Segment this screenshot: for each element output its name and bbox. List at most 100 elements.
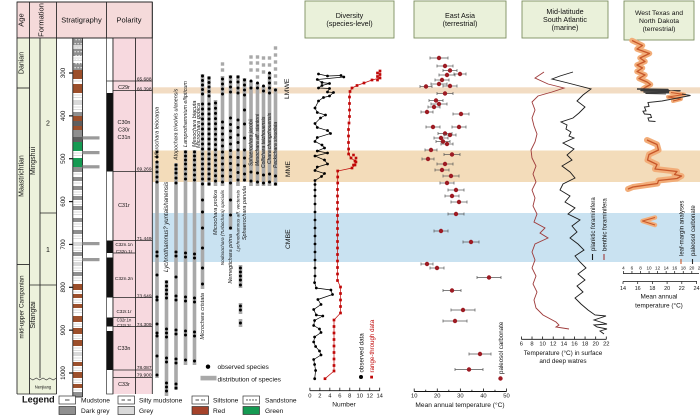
svg-text:planktic foraminifera: planktic foraminifera — [591, 197, 597, 251]
svg-text:12: 12 — [550, 342, 556, 348]
svg-text:observed data: observed data — [358, 333, 365, 373]
svg-text:400: 400 — [60, 110, 67, 121]
svg-text:mid-upper Campanian: mid-upper Campanian — [19, 275, 26, 339]
svg-text:Mingshui: Mingshui — [30, 147, 37, 175]
svg-text:Microchara leiocarpa: Microchara leiocarpa — [155, 107, 161, 158]
svg-text:paleosol carbonate: paleosol carbonate — [691, 205, 697, 256]
svg-text:Legend: Legend — [22, 395, 55, 405]
svg-text:Nodosochara (Turbochara) speci: Nodosochara (Turbochara) specialis — [220, 189, 225, 265]
svg-text:18: 18 — [649, 286, 655, 292]
svg-text:69.269: 69.269 — [137, 167, 152, 173]
svg-text:20: 20 — [434, 394, 440, 400]
svg-text:Mudstone: Mudstone — [81, 398, 110, 405]
svg-text:and deep watres: and deep watres — [539, 358, 586, 365]
svg-text:10: 10 — [646, 266, 652, 271]
svg-text:22: 22 — [698, 266, 700, 271]
svg-text:30: 30 — [457, 394, 463, 400]
svg-text:1: 1 — [46, 247, 50, 254]
svg-text:observed species: observed species — [218, 364, 270, 371]
svg-text:paleosol carbonate: paleosol carbonate — [498, 321, 505, 374]
svg-text:Nenjiang: Nenjiang — [35, 385, 52, 390]
svg-text:C33n: C33n — [118, 346, 131, 352]
svg-text:Nemegtichara prima: Nemegtichara prima — [228, 234, 234, 284]
svg-text:71.449: 71.449 — [137, 236, 152, 242]
svg-text:2: 2 — [46, 121, 50, 128]
svg-text:2: 2 — [318, 394, 321, 400]
svg-text:14: 14 — [620, 286, 626, 292]
svg-text:C33r: C33r — [118, 382, 130, 388]
svg-text:Sphaerochara parvula: Sphaerochara parvula — [242, 186, 248, 240]
svg-text:C32r.1n: C32r.1n — [117, 318, 132, 323]
svg-text:C32r.2r: C32r.2r — [117, 323, 131, 328]
svg-text:(species-level): (species-level) — [326, 19, 372, 28]
svg-text:Maastrichtian: Maastrichtian — [19, 155, 26, 197]
svg-text:10: 10 — [411, 394, 417, 400]
svg-text:500: 500 — [60, 153, 67, 164]
svg-text:16: 16 — [571, 342, 577, 348]
svg-text:C32n.2n: C32n.2n — [115, 276, 133, 282]
svg-text:Diversity: Diversity — [336, 11, 364, 20]
svg-text:8: 8 — [530, 342, 533, 348]
svg-text:distribution of species: distribution of species — [218, 376, 282, 383]
svg-text:16: 16 — [635, 286, 641, 292]
svg-text:65.688: 65.688 — [137, 77, 152, 83]
svg-text:24: 24 — [694, 286, 700, 292]
svg-text:800: 800 — [60, 282, 67, 293]
svg-text:10: 10 — [357, 394, 363, 400]
svg-text:Peckichara sinuolata: Peckichara sinuolata — [273, 122, 279, 168]
svg-text:900: 900 — [60, 324, 67, 335]
svg-text:6: 6 — [338, 394, 341, 400]
svg-text:8: 8 — [639, 266, 642, 271]
svg-text:South Atlantic: South Atlantic — [543, 15, 587, 24]
svg-text:Polarity: Polarity — [116, 16, 141, 25]
svg-text:C30r: C30r — [118, 127, 130, 133]
svg-text:300: 300 — [60, 67, 67, 78]
svg-text:4: 4 — [328, 394, 332, 400]
svg-text:C29r: C29r — [118, 85, 130, 91]
svg-text:14: 14 — [376, 394, 383, 400]
svg-text:C31r: C31r — [118, 203, 130, 209]
svg-text:Red: Red — [213, 408, 225, 415]
svg-text:Sphaerochara jacobii: Sphaerochara jacobii — [249, 118, 255, 166]
svg-text:12: 12 — [655, 266, 661, 271]
svg-text:22: 22 — [679, 286, 685, 292]
svg-text:West Texas and: West Texas and — [635, 10, 683, 17]
svg-text:6: 6 — [631, 266, 634, 271]
svg-text:leaf-margin analyses: leaf-margin analyses — [679, 201, 685, 256]
svg-text:66.398: 66.398 — [137, 86, 152, 92]
svg-text:Age: Age — [17, 13, 26, 26]
svg-text:East Asia: East Asia — [445, 11, 475, 20]
svg-text:Grey: Grey — [139, 408, 154, 415]
svg-text:79.900: 79.900 — [137, 372, 152, 378]
svg-text:Stratigraphy: Stratigraphy — [61, 16, 102, 25]
svg-text:LMWE: LMWE — [284, 78, 291, 99]
svg-text:Sifangtai: Sifangtai — [30, 301, 37, 329]
svg-text:6: 6 — [520, 342, 523, 348]
svg-text:(terrestrial): (terrestrial) — [443, 19, 478, 28]
svg-text:40: 40 — [480, 394, 486, 400]
svg-text:Microchara cristata: Microchara cristata — [200, 293, 206, 339]
svg-text:14: 14 — [664, 266, 670, 271]
svg-text:Microchara prolixa: Microchara prolixa — [213, 190, 219, 235]
svg-text:Lamprothamnium ellipticum: Lamprothamnium ellipticum — [183, 81, 189, 147]
svg-text:Atopochara trivolvis ulanensis: Atopochara trivolvis ulanensis — [174, 88, 180, 161]
svg-text:Microchara gobica: Microchara gobica — [196, 103, 202, 148]
svg-text:Chara changzhouensis: Chara changzhouensis — [267, 112, 273, 164]
svg-text:C32r.1r: C32r.1r — [116, 309, 132, 314]
svg-text:600: 600 — [60, 196, 67, 207]
svg-text:50: 50 — [503, 394, 509, 400]
svg-text:(marine): (marine) — [552, 23, 579, 32]
svg-text:C32n.1r: C32n.1r — [116, 249, 133, 254]
svg-text:CMBE: CMBE — [285, 229, 292, 249]
svg-text:700: 700 — [60, 239, 67, 250]
svg-text:C32n.1n: C32n.1n — [115, 242, 133, 247]
svg-text:8: 8 — [348, 394, 351, 400]
svg-text:Silty mudstone: Silty mudstone — [139, 398, 183, 405]
svg-text:18: 18 — [582, 342, 588, 348]
svg-text:12: 12 — [366, 394, 372, 400]
svg-text:MME: MME — [285, 161, 292, 177]
svg-text:Formation: Formation — [37, 3, 46, 37]
svg-text:4: 4 — [622, 266, 625, 271]
svg-text:Number: Number — [332, 402, 356, 409]
svg-text:Sandstone: Sandstone — [265, 398, 297, 405]
